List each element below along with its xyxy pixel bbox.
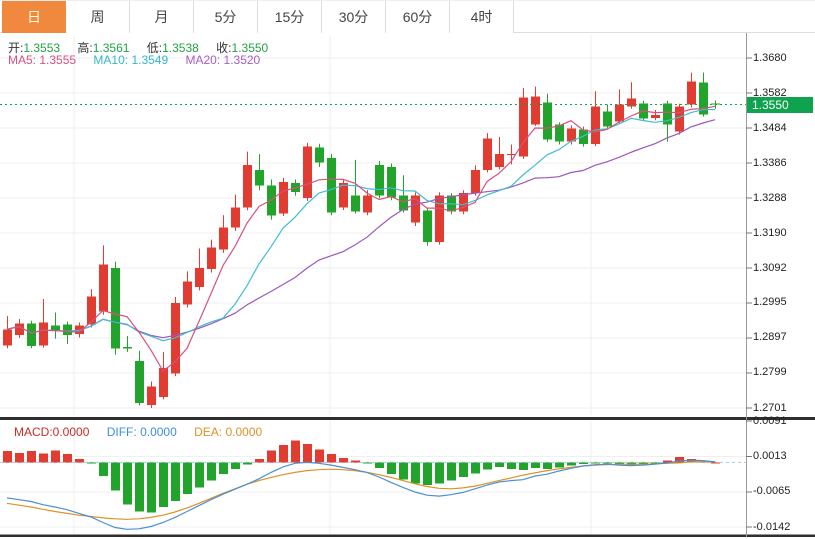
price-tick-label: 1.3484 — [753, 121, 787, 134]
close-value: 1.3550 — [231, 41, 269, 55]
ma5-line — [6, 105, 716, 372]
macd-histogram — [3, 440, 720, 513]
ma20-label: MA20: — [185, 53, 221, 67]
ma10-value: 1.3549 — [131, 53, 169, 67]
bottom-border — [0, 534, 815, 537]
open-value: 1.3553 — [23, 41, 61, 55]
tab-month[interactable]: 月 — [130, 1, 194, 33]
macd-value: 0.0000 — [52, 425, 90, 439]
ma-readout: MA5: 1.3555 MA10: 1.3549 MA20: 1.3520 — [8, 53, 274, 67]
diff-label: DIFF: — [106, 425, 137, 439]
price-tick-label: 1.3582 — [753, 86, 787, 99]
price-tick-label: 1.2799 — [753, 366, 787, 379]
period-tabbar: 日周月 5分 15分 30分 60分 4时 — [0, 0, 815, 33]
open-label: 开: — [8, 41, 24, 55]
gridlines — [0, 35, 746, 534]
ma20-value: 1.3520 — [223, 53, 261, 67]
tab-day[interactable]: 日 — [2, 1, 66, 33]
tab-30min[interactable]: 30分 — [322, 1, 386, 33]
price-tick-label: 1.2995 — [753, 296, 787, 309]
close-label: 收: — [216, 41, 232, 55]
ma5-value: 1.3555 — [39, 53, 77, 67]
macd-tick-label: 0.0013 — [753, 449, 787, 462]
ma10-label: MA10: — [93, 53, 129, 67]
macd-tick-label: -0.0142 — [753, 520, 791, 533]
low-value: 1.3538 — [162, 41, 199, 55]
price-tick-label: 1.3680 — [753, 51, 787, 64]
price-tick-label: 1.3386 — [753, 156, 787, 169]
diff-value: 0.0000 — [140, 425, 177, 439]
tab-4hour[interactable]: 4时 — [450, 1, 514, 33]
dea-label: DEA: — [194, 425, 223, 439]
ma5-label: MA5: — [8, 53, 37, 67]
tab-15min[interactable]: 15分 — [258, 1, 322, 33]
ohlc-readout: 开:1.3553 高:1.3561 低:1.3538 收:1.3550 — [8, 39, 282, 56]
high-value: 1.3561 — [92, 41, 130, 55]
tab-5min[interactable]: 5分 — [194, 1, 258, 33]
axis-tick-marks — [746, 57, 752, 528]
price-tick-label: 1.2897 — [753, 331, 787, 344]
price-tick-label: 1.3092 — [753, 261, 787, 274]
price-tick-label: 1.3288 — [753, 191, 787, 204]
low-label: 低: — [146, 41, 163, 55]
tab-week[interactable]: 周 — [66, 1, 130, 33]
macd-tick-label: -0.0065 — [753, 485, 791, 498]
panel-separator — [0, 417, 815, 420]
ma10-line — [6, 108, 716, 342]
dea-value: 0.0000 — [225, 425, 263, 439]
tab-60min[interactable]: 60分 — [386, 1, 450, 33]
price-tick-label: 1.3190 — [753, 226, 787, 239]
diff-line — [6, 459, 716, 530]
price-tick-label: 1.2701 — [753, 401, 787, 414]
macd-tick-label: 0.0091 — [753, 414, 787, 427]
macd-label: MACD: — [14, 425, 53, 439]
high-label: 高: — [77, 41, 93, 55]
current-price-tag: 1.3550 — [747, 97, 813, 113]
macd-readout: MACD:0.0000 DIFF: 0.0000 DEA: 0.0000 — [14, 425, 276, 439]
